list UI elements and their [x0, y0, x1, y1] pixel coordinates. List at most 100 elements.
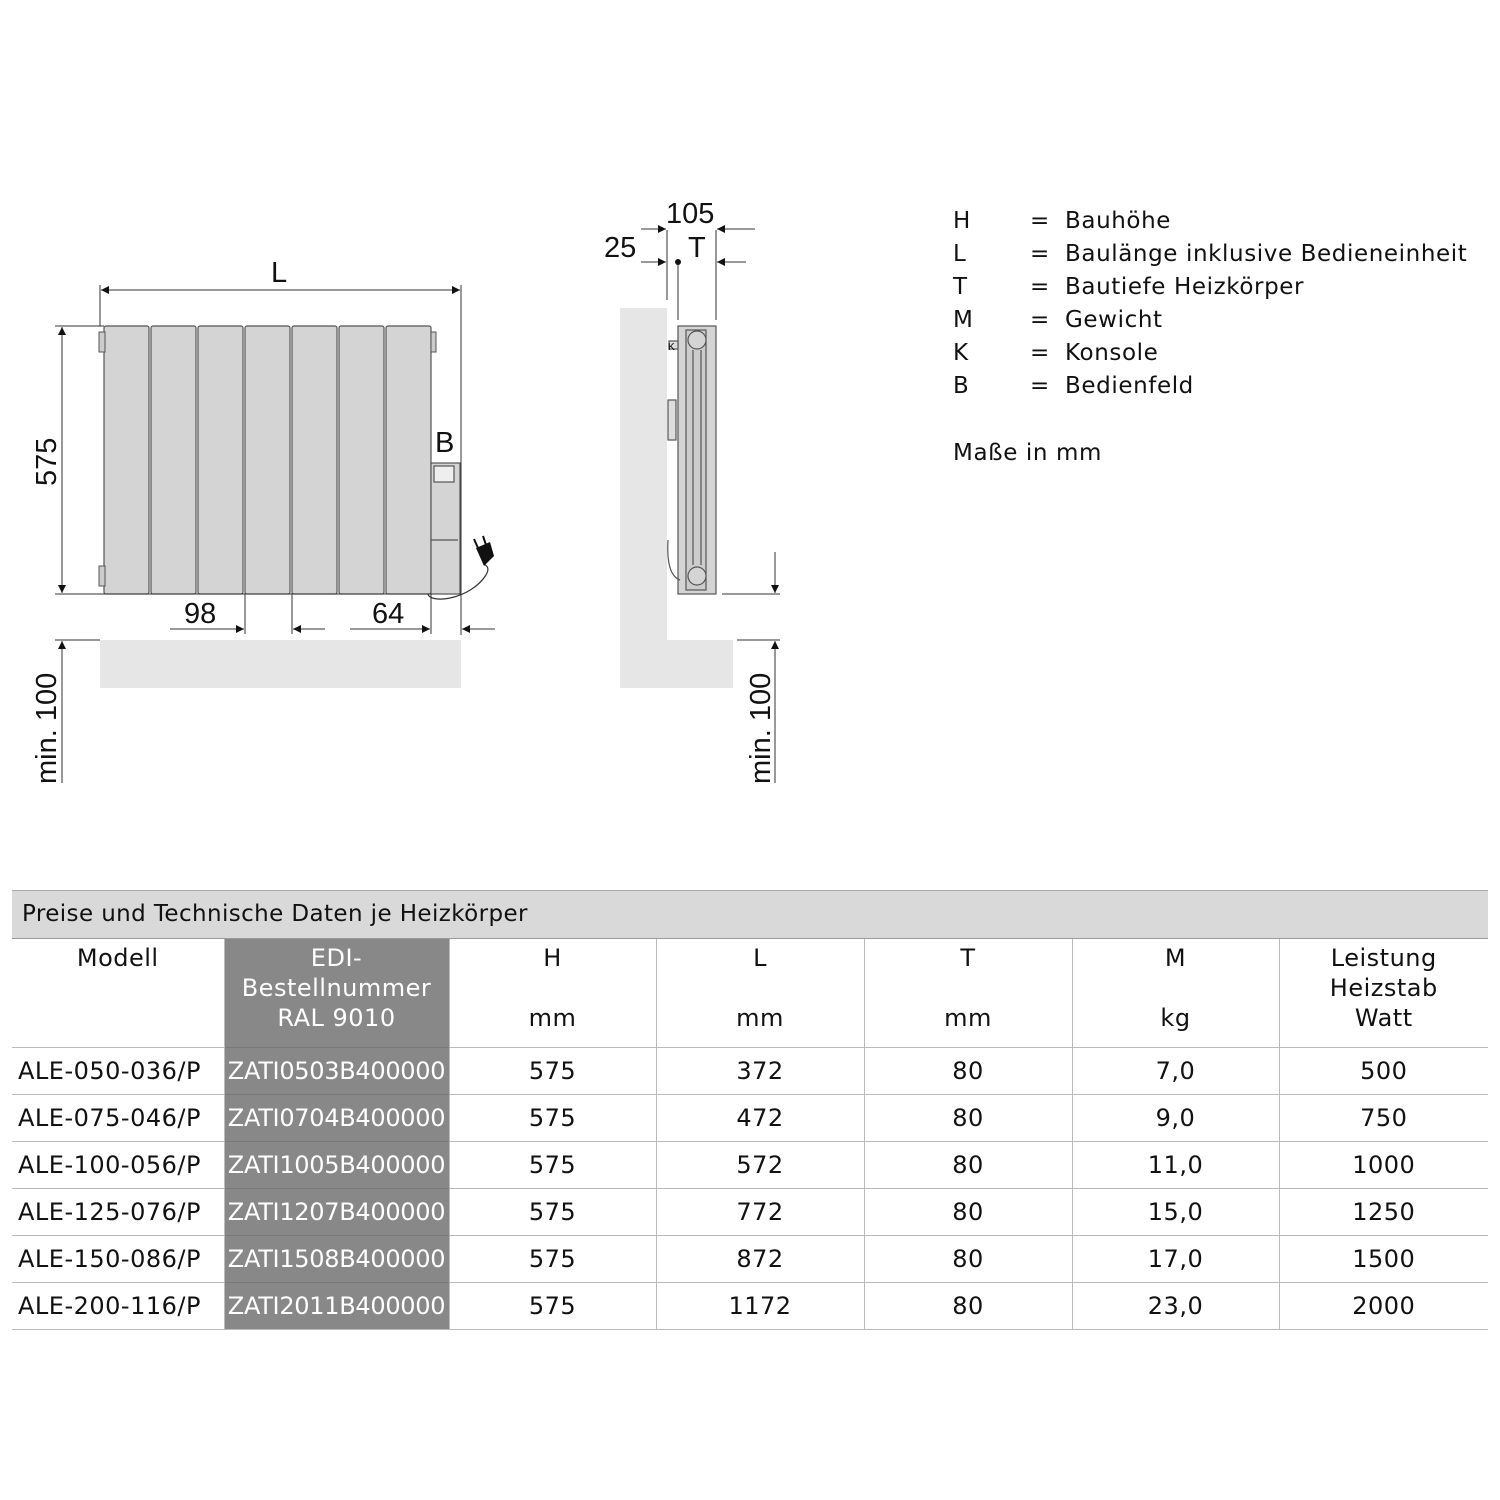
table-cell: ALE-075-046/P	[12, 1094, 224, 1142]
legend-eq: =	[1030, 340, 1050, 366]
units-note: Maße in mm	[953, 440, 1102, 466]
table-cell: ZATI1508B400000	[223, 1235, 449, 1283]
column-header: EDI- Bestellnummer RAL 9010	[223, 939, 449, 1048]
legend-key: B	[953, 373, 970, 399]
table-cell: 575	[448, 1047, 656, 1095]
table-cell: ZATI1005B400000	[223, 1141, 449, 1189]
column-header: H mm	[448, 939, 656, 1048]
radiator-fins	[103, 325, 432, 595]
length-label: L	[271, 257, 287, 289]
height-label: 575	[31, 438, 63, 486]
table-title: Preise und Technische Daten je Heizkörpe…	[12, 890, 1488, 939]
legend-eq: =	[1030, 373, 1050, 399]
radiator-fin	[385, 325, 432, 595]
legend-eq: =	[1030, 307, 1050, 333]
table-cell: ZATI2011B400000	[223, 1282, 449, 1330]
table-cell: 23,0	[1071, 1282, 1279, 1330]
header-line: Heizstab	[1329, 974, 1438, 1002]
table-cell: 575	[448, 1188, 656, 1236]
radiator-side	[667, 325, 717, 595]
plug-icon	[427, 535, 494, 600]
table-cell: ALE-100-056/P	[12, 1141, 224, 1189]
header-unit: mm	[736, 1004, 784, 1032]
table-cell: 80	[863, 1141, 1072, 1189]
table-cell: 572	[655, 1141, 864, 1189]
technical-drawing: L 575 98 64 B min. 100	[31, 198, 780, 784]
table-cell: 80	[863, 1188, 1072, 1236]
header-line: EDI-	[310, 944, 363, 972]
radiator-fin	[150, 325, 197, 595]
column-header: M kg	[1071, 939, 1279, 1048]
table-cell: ZATI0503B400000	[223, 1047, 449, 1095]
table-cell: ALE-150-086/P	[12, 1235, 224, 1283]
table-cell: 372	[655, 1047, 864, 1095]
header-line: Leistung	[1330, 944, 1437, 972]
table-cell: 750	[1278, 1094, 1488, 1142]
side-floor-clearance-label: min. 100	[745, 673, 777, 784]
radiator-fin	[244, 325, 291, 595]
column-header: Modell	[12, 939, 224, 1048]
radiator-fin	[197, 325, 244, 595]
legend-value: Baulänge inklusive Bedieneinheit	[1065, 241, 1468, 267]
legend-eq: =	[1030, 274, 1050, 300]
table-row: ALE-050-036/P ZATI0503B400000 575 372 80 7,0 5…	[12, 1047, 1488, 1095]
side-cap-right-top	[430, 331, 437, 353]
header-line: L	[753, 944, 767, 972]
control-unit	[430, 462, 461, 595]
header-line: H	[543, 944, 562, 972]
table-cell: 472	[655, 1094, 864, 1142]
legend-value: Gewicht	[1065, 307, 1163, 333]
table-cell: 15,0	[1071, 1188, 1279, 1236]
legend-key: H	[953, 208, 971, 234]
depth-total-label: 105	[666, 198, 714, 230]
panel-label: 64	[372, 598, 404, 630]
table-cell: ZATI1207B400000	[223, 1188, 449, 1236]
table-cell: 575	[448, 1282, 656, 1330]
table-cell: 575	[448, 1094, 656, 1142]
table-cell: 11,0	[1071, 1141, 1279, 1189]
column-header: T mm	[863, 939, 1072, 1048]
table-row: ALE-075-046/P ZATI0704B400000 575 472 80 9,0 7…	[12, 1094, 1488, 1142]
legend-key: M	[953, 307, 974, 333]
table-cell: 9,0	[1071, 1094, 1279, 1142]
table-cell: 1172	[655, 1282, 864, 1330]
wall-gap-label: 25	[604, 232, 636, 264]
header-line: RAL 9010	[277, 1004, 396, 1032]
floor-clearance-label: min. 100	[31, 673, 63, 784]
floor	[100, 640, 461, 688]
table-row: ALE-150-086/P ZATI1508B400000 575 872 80 17,0…	[12, 1235, 1488, 1283]
radiator-fin	[103, 325, 150, 595]
legend-value: Konsole	[1065, 340, 1159, 366]
table-cell: 872	[655, 1235, 864, 1283]
table-cell: ALE-050-036/P	[12, 1047, 224, 1095]
legend-eq: =	[1030, 208, 1050, 234]
header-line: Modell	[76, 944, 159, 972]
table-cell: 80	[863, 1282, 1072, 1330]
header-line: Watt	[1354, 1004, 1413, 1032]
header-line: Bestellnummer	[241, 974, 432, 1002]
legend-value: Bautiefe Heizkörper	[1065, 274, 1305, 300]
table-cell: ALE-125-076/P	[12, 1188, 224, 1236]
header-unit: mm	[944, 1004, 992, 1032]
wall	[620, 308, 733, 688]
table-row: ALE-100-056/P ZATI1005B400000 575 572 80 11,0…	[12, 1141, 1488, 1189]
legend-value: Bauhöhe	[1065, 208, 1172, 234]
table-row: ALE-125-076/P ZATI1207B400000 575 772 80 15,0…	[12, 1188, 1488, 1236]
table-cell: 1500	[1278, 1235, 1488, 1283]
table-row: ALE-200-116/P ZATI2011B400000 575 1172 80 23,…	[12, 1282, 1488, 1330]
legend-key: K	[953, 340, 969, 366]
table-cell: 575	[448, 1141, 656, 1189]
legend-eq: =	[1030, 241, 1050, 267]
side-cap-left-top	[98, 331, 106, 353]
table-cell: ALE-200-116/P	[12, 1282, 224, 1330]
header-line: T	[960, 944, 976, 972]
table-cell: 7,0	[1071, 1047, 1279, 1095]
table-cell: 80	[863, 1047, 1072, 1095]
header-unit: kg	[1160, 1004, 1191, 1032]
front-view: L 575 98 64 B min. 100	[31, 257, 495, 784]
side-view: 105 25 T K min. 100	[604, 198, 780, 784]
fin-pitch-label: 98	[184, 598, 216, 630]
bracket-label: K	[668, 342, 675, 353]
table-cell: 500	[1278, 1047, 1488, 1095]
legend-key: L	[953, 241, 967, 267]
